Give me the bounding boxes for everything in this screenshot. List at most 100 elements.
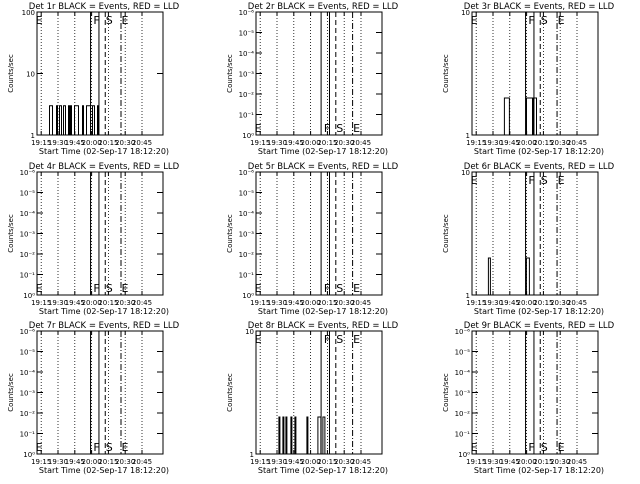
x-tick-label: 20:15 [317, 299, 337, 307]
marker-label-e: E [558, 441, 565, 454]
plot-frame [36, 171, 164, 296]
marker-label-e: E [122, 282, 129, 295]
x-tick-label: 20:00 [301, 458, 321, 466]
y-tick-label: 10⁻¹ [455, 431, 471, 439]
y-tick-label: 10⁻⁴ [239, 210, 255, 218]
y-tick-label: 10⁻² [239, 251, 255, 259]
y-tick-label: 10⁻⁶ [20, 169, 36, 177]
y-tick-label: 10⁰ [23, 292, 35, 300]
x-tick-label: 19:30 [267, 299, 287, 307]
y-tick-label: 1 [31, 132, 35, 140]
x-tick-label: 20:30 [334, 299, 354, 307]
x-tick-label: 20:45 [567, 139, 587, 147]
y-tick-label: 10⁰ [458, 451, 470, 459]
x-tick-label: 20:30 [115, 139, 135, 147]
marker-label-s: S [541, 441, 548, 454]
x-tick-label: 20:00 [517, 458, 537, 466]
marker-label-f: F [324, 333, 330, 346]
x-tick-label: 20:00 [82, 299, 102, 307]
plot-frame [255, 11, 383, 136]
panel-title: Det 2r BLACK = Events, RED = LLD [248, 2, 399, 12]
panel-title: Det 8r BLACK = Events, RED = LLD [248, 321, 399, 331]
x-tick-label: 20:45 [351, 139, 371, 147]
y-tick-label: 10⁻⁵ [239, 30, 255, 38]
x-tick-label: 19:15 [250, 299, 270, 307]
y-tick-label: 100 [22, 9, 35, 17]
x-tick-label: 20:45 [567, 299, 587, 307]
events-series-line [275, 416, 331, 455]
x-axis-label: Start Time (02-Sep-17 18:12:20) [258, 147, 388, 156]
x-tick-label: 20:45 [132, 299, 152, 307]
marker-label-e: E [471, 174, 478, 187]
y-tick-label: 10⁻⁵ [20, 190, 36, 198]
y-tick-label: 10⁰ [242, 132, 254, 140]
y-tick-label: 10⁻³ [455, 390, 471, 398]
marker-label-e: E [353, 122, 360, 135]
x-tick-label: 19:15 [31, 139, 51, 147]
x-axis-label: Start Time (02-Sep-17 18:12:20) [474, 307, 604, 316]
x-axis-label: Start Time (02-Sep-17 18:12:20) [258, 307, 388, 316]
y-axis-label: Counts/sec [7, 373, 15, 412]
y-tick-label: 10⁻³ [20, 390, 36, 398]
y-tick-label: 10⁻⁵ [455, 349, 471, 357]
x-tick-label: 19:15 [31, 299, 51, 307]
x-tick-label: 19:30 [483, 458, 503, 466]
plot-frame [255, 330, 383, 455]
y-tick-label: 10⁻² [20, 410, 36, 418]
events-series-line [479, 257, 538, 296]
x-tick-label: 19:30 [267, 458, 287, 466]
x-tick-label: 19:15 [250, 139, 270, 147]
x-axis-label: Start Time (02-Sep-17 18:12:20) [39, 307, 169, 316]
x-tick-label: 20:00 [82, 139, 102, 147]
marker-label-s: S [336, 122, 343, 135]
y-tick-label: 10⁻⁴ [455, 369, 471, 377]
x-tick-label: 19:30 [483, 299, 503, 307]
x-tick-label: 19:45 [65, 139, 85, 147]
marker-label-s: S [106, 14, 113, 27]
y-tick-label: 10⁻⁶ [20, 328, 36, 336]
x-tick-label: 19:45 [500, 139, 520, 147]
y-tick-label: 10 [461, 169, 470, 177]
x-tick-label: 19:45 [284, 458, 304, 466]
y-tick-label: 10⁻² [20, 251, 36, 259]
x-tick-label: 19:45 [65, 458, 85, 466]
marker-label-f: F [324, 122, 330, 135]
x-tick-label: 20:00 [82, 458, 102, 466]
y-axis-label: Counts/sec [226, 373, 234, 412]
y-tick-label: 10⁻⁶ [239, 9, 255, 17]
y-axis-label: Counts/sec [226, 54, 234, 93]
x-tick-label: 20:15 [98, 299, 118, 307]
marker-label-f: F [528, 14, 534, 27]
x-tick-label: 20:30 [334, 139, 354, 147]
panel-title: Det 4r BLACK = Events, RED = LLD [29, 162, 180, 172]
x-tick-label: 19:15 [466, 458, 486, 466]
x-tick-label: 19:15 [250, 458, 270, 466]
x-tick-label: 20:00 [301, 299, 321, 307]
x-tick-label: 19:15 [31, 458, 51, 466]
x-tick-label: 19:30 [267, 139, 287, 147]
x-tick-label: 20:45 [351, 458, 371, 466]
x-tick-label: 19:15 [466, 139, 486, 147]
marker-label-e: E [36, 441, 43, 454]
y-tick-label: 10⁻¹ [239, 272, 255, 280]
y-tick-label: 10⁻⁴ [239, 50, 255, 58]
marker-label-e: E [353, 282, 360, 295]
y-tick-label: 1 [466, 132, 470, 140]
marker-label-e: E [558, 174, 565, 187]
y-axis-label: Counts/sec [442, 373, 450, 412]
marker-label-f: F [528, 441, 534, 454]
x-tick-label: 19:45 [500, 299, 520, 307]
x-axis-label: Start Time (02-Sep-17 18:12:20) [39, 466, 169, 475]
x-tick-label: 20:15 [98, 139, 118, 147]
marker-label-f: F [93, 441, 99, 454]
panel-title: Det 7r BLACK = Events, RED = LLD [29, 321, 180, 331]
y-tick-label: 10⁻¹ [239, 112, 255, 120]
x-tick-label: 20:15 [317, 139, 337, 147]
plot-frame [471, 11, 599, 136]
marker-label-e: E [255, 333, 262, 346]
